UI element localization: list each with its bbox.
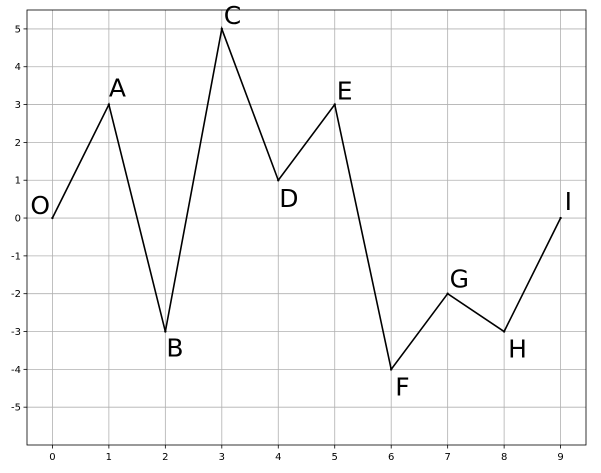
x-tick-label: 6 [388,452,394,463]
y-tick-label: 1 [15,176,21,187]
x-tick-label: 8 [501,452,507,463]
x-tick-label: 5 [332,452,338,463]
data-point-c [220,27,224,31]
x-tick-label: 1 [106,452,112,463]
y-tick-label: -4 [11,365,21,376]
x-tick-label: 3 [219,452,225,463]
series-line-group [51,25,562,372]
data-point-o [51,216,54,220]
y-tick-label: -1 [11,251,21,262]
y-tick-label: 3 [15,100,21,111]
point-label-g: G [450,265,469,294]
point-label-i: I [565,187,572,216]
axis-ticks: 0 1 2 3 4 5 6 7 8 9 -5 -4 -3 -2 -1 0 1 2 3 4 5 [11,24,564,463]
point-label-e: E [337,77,353,106]
point-label-h: H [508,335,527,364]
point-label-f: F [395,372,409,401]
y-tick-label: 2 [15,138,21,149]
plot-frame [26,9,587,446]
data-point-d [277,179,280,182]
y-tick-label: 4 [15,62,21,73]
point-label-a: A [109,74,126,103]
y-tick-label: -5 [11,403,21,414]
x-tick-label: 2 [162,452,168,463]
plot-border [26,9,587,446]
point-label-d: D [279,184,298,213]
y-tick-label: -3 [11,327,21,338]
y-tick-label: 0 [15,214,21,225]
point-label-o: O [30,191,50,220]
data-point-a [107,103,111,106]
data-point-i [559,216,562,220]
point-label-b: B [166,334,183,363]
data-point-b [164,330,167,333]
data-point-g [446,292,449,295]
x-tick-label: 9 [557,452,563,463]
x-tick-label: 0 [49,452,55,463]
y-tick-label: 5 [15,24,21,35]
series-line [51,25,562,372]
y-tick-label: -2 [11,289,21,300]
data-point-h [502,330,506,333]
x-tick-label: 7 [444,452,450,463]
data-point-f [389,368,393,371]
point-label-c: C [224,1,241,30]
data-point-e [333,103,336,106]
x-tick-label: 4 [275,452,281,463]
point-labels: O A B C D E F G H I [30,1,572,401]
